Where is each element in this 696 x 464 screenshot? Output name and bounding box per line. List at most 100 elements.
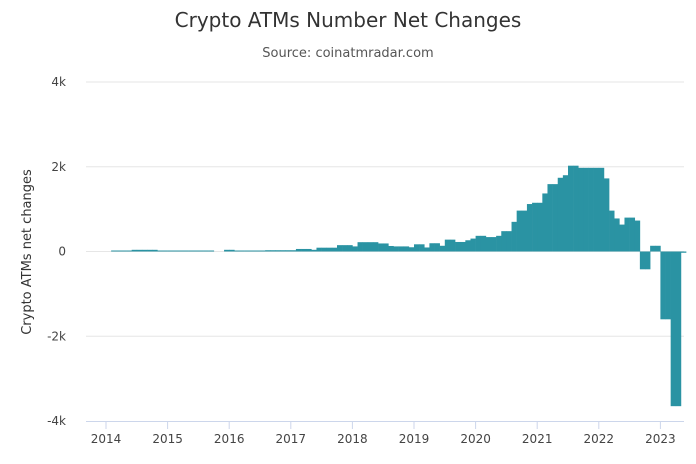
bar <box>680 251 687 253</box>
bar <box>136 249 143 252</box>
bar <box>249 250 256 252</box>
bar <box>316 247 322 252</box>
bar <box>265 250 271 252</box>
bar <box>593 167 600 252</box>
bar <box>439 245 446 252</box>
bar <box>321 247 328 252</box>
bar <box>403 246 410 252</box>
chart-subtitle: Source: coinatmradar.com <box>262 46 434 61</box>
bar <box>224 249 230 252</box>
bar <box>573 165 579 252</box>
bar <box>208 250 215 252</box>
bar <box>516 210 523 252</box>
bar <box>578 167 584 252</box>
bar <box>337 245 343 252</box>
bar <box>357 242 363 252</box>
bar <box>645 251 651 270</box>
bar <box>362 242 369 252</box>
bar <box>444 239 451 252</box>
bar <box>116 250 122 252</box>
x-tick-label: 2023 <box>645 432 676 446</box>
bar <box>598 167 605 252</box>
bar <box>270 250 276 252</box>
y-axis-label: Crypto ATMs net changes <box>20 169 35 335</box>
bar <box>198 250 204 252</box>
bar <box>260 250 266 252</box>
bar <box>470 238 476 252</box>
y-tick-label: -2k <box>47 329 66 343</box>
bar <box>275 250 281 252</box>
bar <box>285 250 292 252</box>
bar <box>424 247 430 252</box>
y-tick-label: 4k <box>51 75 66 89</box>
bar <box>177 250 184 252</box>
bar <box>301 248 307 252</box>
bar <box>111 250 117 252</box>
bar <box>167 250 174 252</box>
bar <box>326 247 333 252</box>
bar <box>537 202 543 252</box>
bar <box>511 221 517 252</box>
bar <box>254 250 261 252</box>
bar <box>670 251 677 407</box>
x-tick-label: 2018 <box>337 432 368 446</box>
bar <box>408 247 415 252</box>
bar <box>655 245 661 252</box>
bar <box>306 248 312 252</box>
bar <box>434 243 440 252</box>
bar <box>429 243 435 252</box>
x-tick-label: 2015 <box>152 432 183 446</box>
bar <box>624 217 630 252</box>
bar <box>660 251 666 320</box>
y-tick-label: 2k <box>51 160 66 174</box>
chart-title: Crypto ATMs Number Net Changes <box>174 8 522 32</box>
bar <box>280 250 286 252</box>
bar <box>157 250 163 252</box>
bar <box>347 245 353 252</box>
bar <box>449 239 456 252</box>
bar <box>639 251 646 270</box>
x-tick-label: 2019 <box>399 432 430 446</box>
bar <box>650 245 656 252</box>
bar <box>521 210 528 252</box>
bar <box>172 250 179 252</box>
bar <box>665 251 671 320</box>
bar <box>239 250 245 252</box>
bar <box>629 217 636 252</box>
bar <box>675 251 682 407</box>
bar <box>475 235 482 252</box>
bar <box>311 249 317 252</box>
bar <box>367 242 374 252</box>
bar <box>583 167 589 252</box>
bar <box>455 241 461 252</box>
bar <box>588 167 594 252</box>
bar <box>393 246 399 252</box>
bar <box>419 244 425 252</box>
bar <box>183 250 189 252</box>
bar <box>557 177 564 252</box>
x-tick-label: 2021 <box>522 432 553 446</box>
bar <box>496 235 502 252</box>
bar <box>634 220 641 252</box>
bar <box>234 250 240 252</box>
bar <box>126 250 132 252</box>
bar <box>506 231 512 252</box>
bar <box>562 175 569 252</box>
bar <box>532 202 538 252</box>
bar <box>188 250 194 252</box>
y-tick-label: -4k <box>47 414 66 428</box>
bar <box>603 178 610 252</box>
bar <box>568 165 574 252</box>
bar <box>485 237 492 252</box>
bar <box>331 247 338 252</box>
bar <box>121 250 127 252</box>
bar <box>372 242 379 252</box>
bar <box>619 224 625 252</box>
bar <box>147 249 153 252</box>
bar <box>526 204 533 252</box>
bar <box>290 250 297 252</box>
bar <box>378 243 384 252</box>
bar <box>414 244 420 252</box>
bar <box>203 250 209 252</box>
bar <box>552 184 559 252</box>
